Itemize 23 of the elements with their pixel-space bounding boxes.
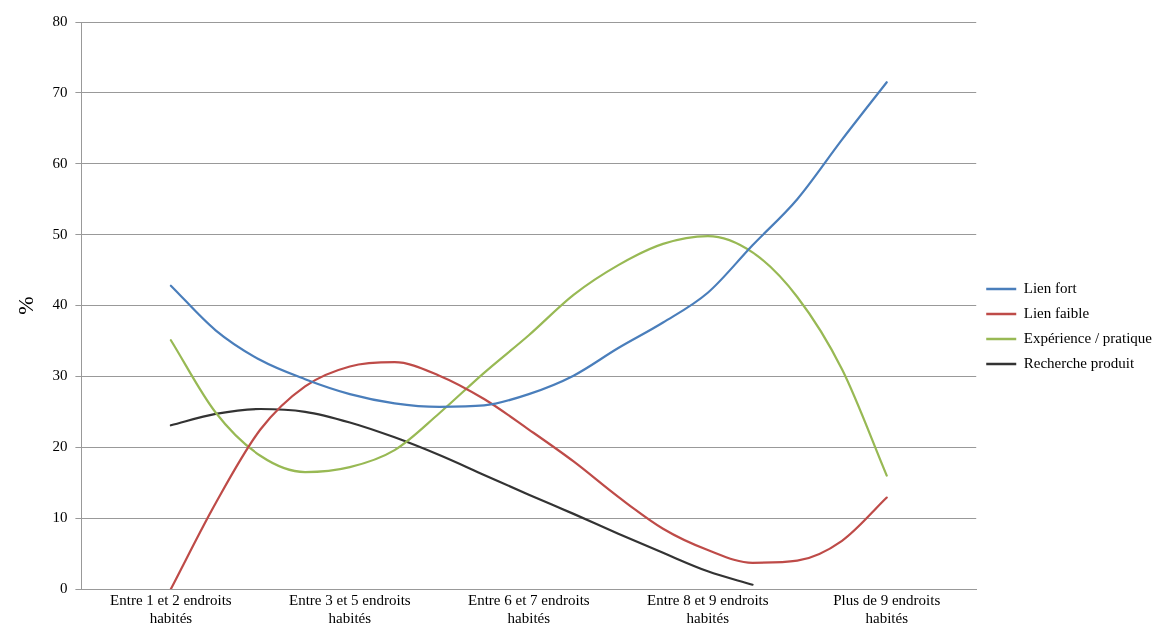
y-tick-label: 50: [52, 225, 68, 242]
y-tick-label: 0: [59, 579, 68, 596]
line-series: [169, 234, 888, 477]
y-tick-label: 30: [52, 367, 68, 384]
y-tick-label: 60: [52, 154, 68, 171]
line-series: [169, 361, 888, 589]
y-tick-label: 10: [52, 509, 68, 526]
y-axis-title: %: [12, 296, 38, 315]
legend-label: Expérience / pratique: [1023, 329, 1153, 346]
x-tick-label: Plus de 9 endroits habités: [833, 591, 941, 626]
legend-label: Lien fort: [1023, 279, 1078, 296]
x-tick-label: Entre 8 et 9 endroits habités: [646, 591, 769, 626]
line-series: [169, 81, 888, 408]
x-tick-label: Entre 1 et 2 endroits habités: [110, 591, 232, 626]
legend-label: Lien faible: [1023, 304, 1090, 321]
y-tick-label: 70: [52, 83, 68, 100]
x-tick-label: Entre 3 et 5 endroits habités: [289, 591, 411, 626]
y-tick-label: 80: [52, 12, 68, 29]
y-tick-label: 40: [52, 296, 68, 313]
y-tick-label: 20: [52, 438, 68, 455]
line-series: [169, 407, 754, 586]
legend-label: Recherche produit: [1023, 354, 1135, 371]
x-tick-label: Entre 6 et 7 endroits habités: [468, 591, 590, 626]
